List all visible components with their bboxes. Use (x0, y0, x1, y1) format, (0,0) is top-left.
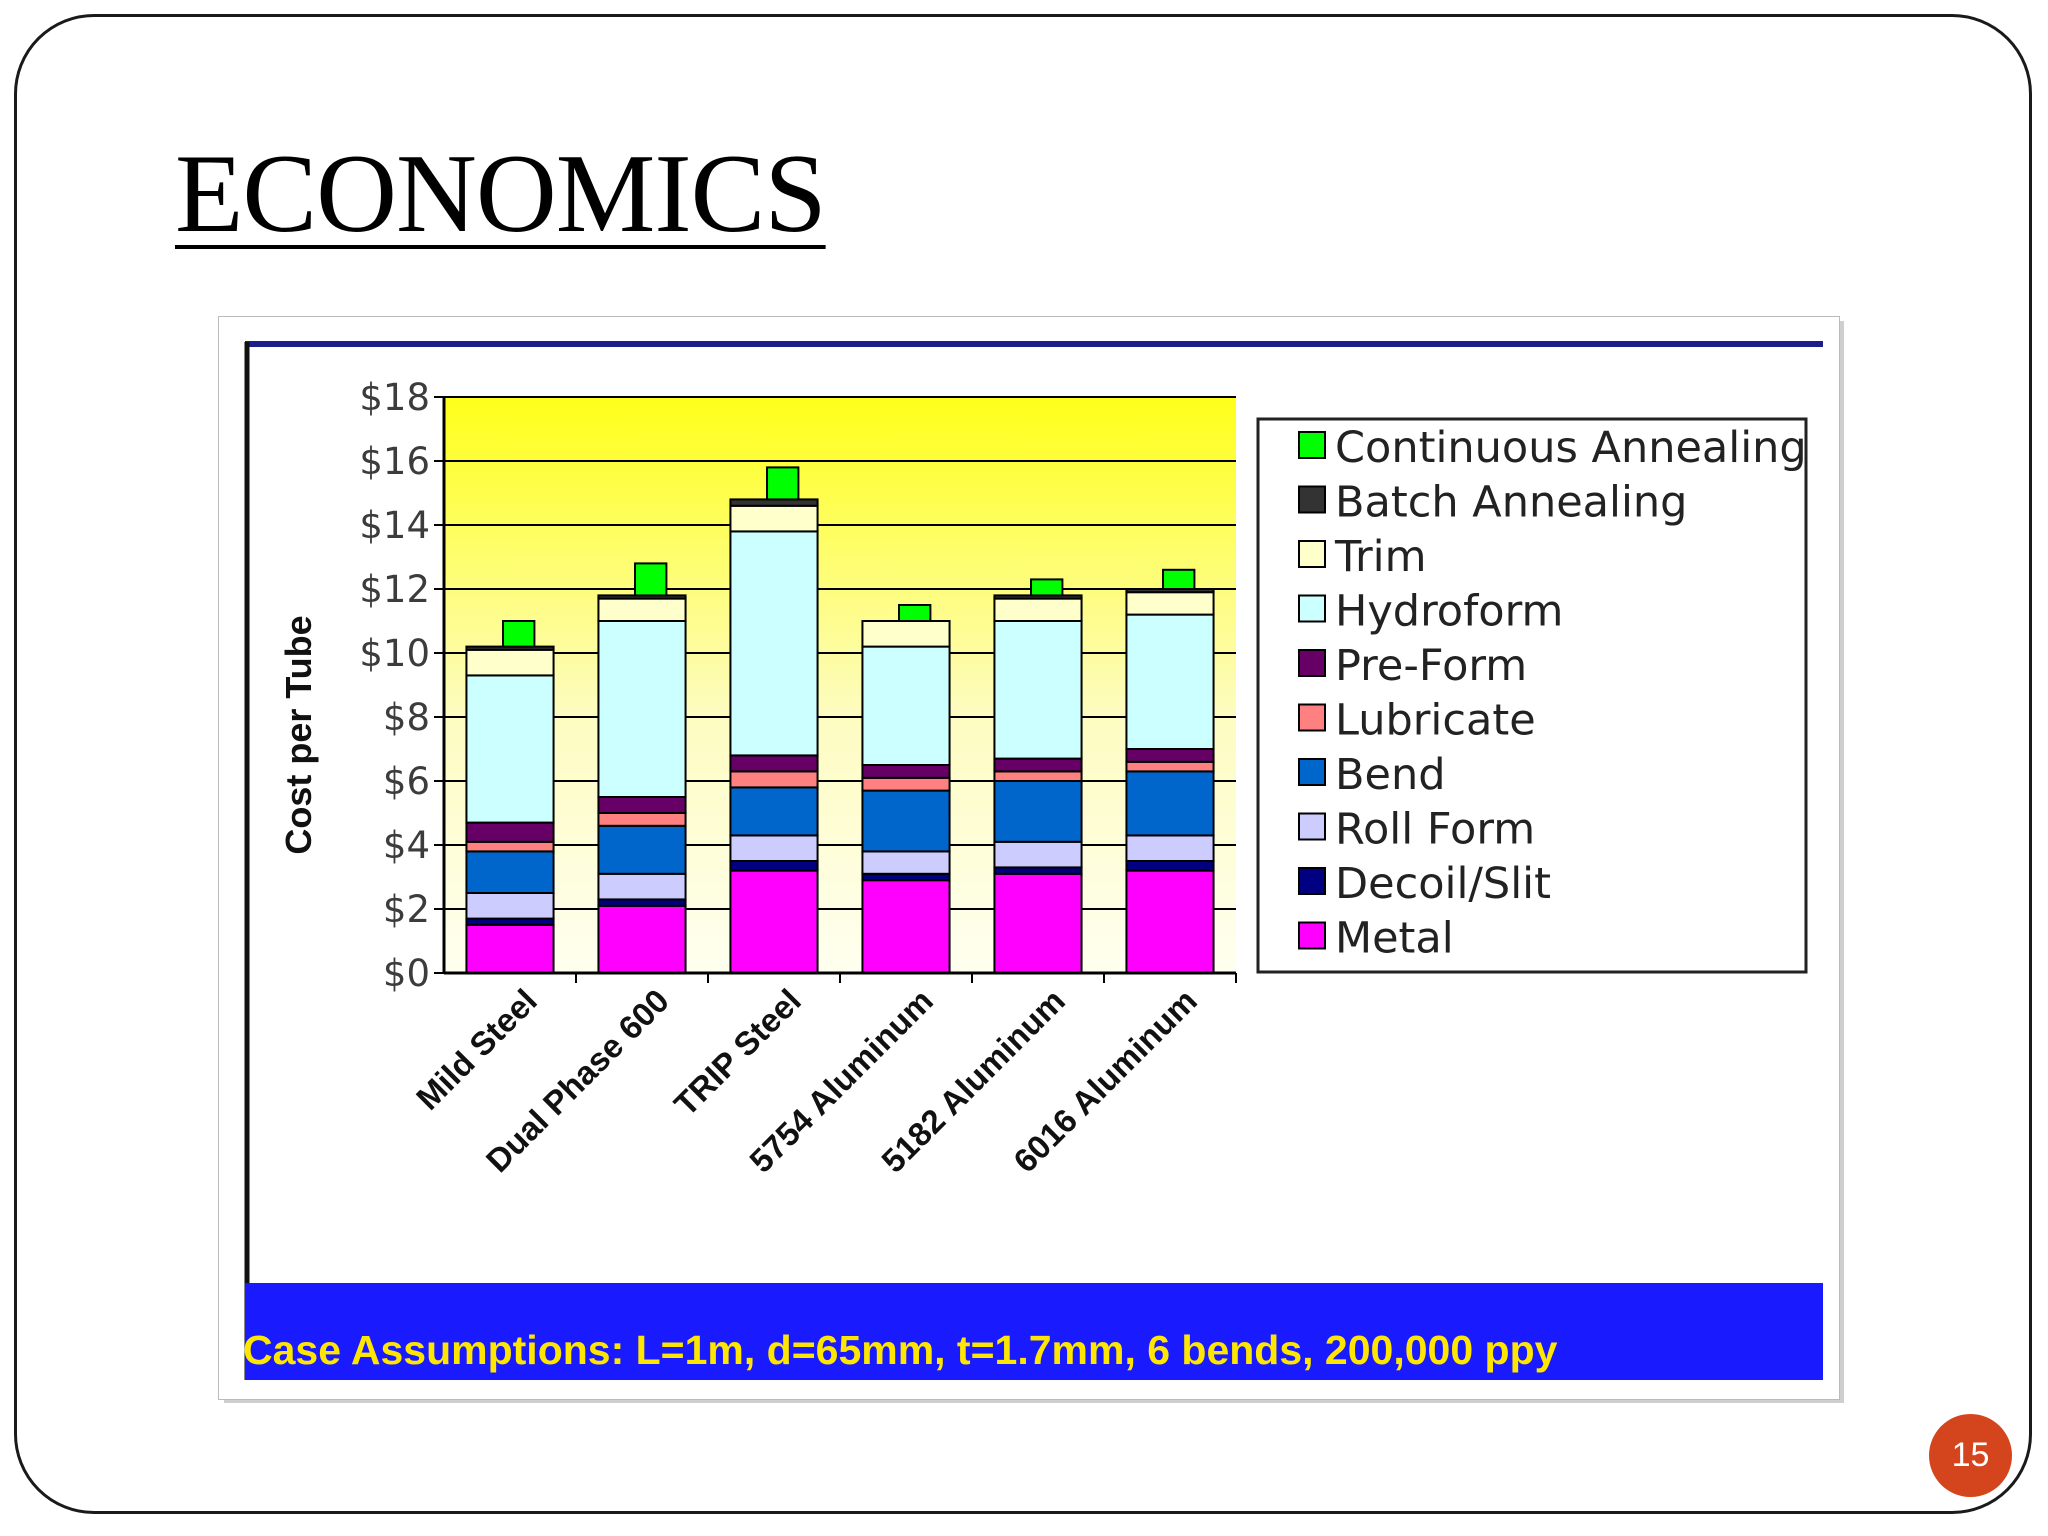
bar-segment (1125, 613, 1215, 750)
slide-title: ECONOMICS (175, 132, 827, 256)
chart-svg: Case Assumptions: L=1m, d=65mm, t=1.7mm,… (243, 341, 1823, 1380)
bar-segment (1125, 770, 1215, 837)
bar-segment (729, 504, 819, 533)
bar-segment (861, 850, 951, 875)
bar-segment (729, 869, 819, 974)
footer-band (245, 1283, 1823, 1380)
bar-segment (597, 812, 687, 827)
bar-segment (465, 821, 555, 843)
bar-segment (502, 620, 536, 648)
grid-lines (444, 396, 1236, 910)
bar-segment (1162, 568, 1196, 591)
bar-segment (766, 466, 800, 501)
y-axis-label: Cost per Tube (278, 615, 319, 854)
bar-segment (861, 776, 951, 792)
bar-segment (993, 620, 1083, 760)
bar-segment (729, 860, 819, 872)
bar-segment (1030, 578, 1064, 597)
legend-entry: Roll Form (1335, 805, 1535, 855)
legend-swatch (1298, 649, 1326, 677)
y-axis: $0 $2 $4 $6 $8 $10 $12 $14 $16 $18 (359, 376, 446, 995)
bar-segment (465, 892, 555, 920)
bar-segment (465, 924, 555, 974)
legend-swatch (1298, 812, 1326, 841)
y-tick-label: $10 (359, 632, 430, 675)
y-tick-label: $0 (383, 952, 430, 995)
bar-segment (1125, 834, 1215, 863)
bar-segment (729, 834, 819, 863)
bar-segment (861, 789, 951, 853)
legend-entry: Metal (1335, 914, 1454, 964)
bar-segment (729, 530, 819, 757)
legend-swatch (1298, 540, 1326, 568)
legend-swatch (1298, 758, 1326, 786)
bar-segment (729, 770, 819, 789)
bar-segment (465, 648, 555, 677)
bar-segment (993, 872, 1083, 974)
bar-segment (993, 757, 1083, 773)
legend-entry: Trim (1334, 532, 1426, 582)
legend-swatch (1298, 594, 1326, 623)
bar-segment (861, 879, 951, 975)
bar-segment (634, 562, 668, 597)
bars (465, 466, 1215, 975)
bar-segment (861, 620, 951, 648)
legend-swatch (1298, 485, 1326, 514)
bar-segment (1125, 760, 1215, 773)
bar-segment (597, 904, 687, 974)
legend-entry: Bend (1335, 750, 1446, 800)
legend-swatch (1298, 431, 1326, 459)
y-tick-label: $8 (383, 696, 430, 739)
bar-segment (898, 604, 932, 622)
y-tick-label: $2 (383, 888, 430, 931)
footer-text: Case Assumptions: L=1m, d=65mm, t=1.7mm,… (243, 1327, 1558, 1373)
plot-area (444, 397, 1236, 973)
y-tick-label: $4 (383, 824, 430, 867)
bar-segment (465, 674, 555, 824)
legend-box (1256, 417, 1808, 974)
bar-segment (993, 780, 1083, 843)
bar-segment (465, 840, 555, 853)
bar-segment (1125, 591, 1215, 616)
bar-segment (861, 645, 951, 767)
bar-segment (1125, 860, 1215, 872)
bar-segment (465, 850, 555, 895)
y-tick-label: $12 (359, 568, 430, 611)
bar-segment (597, 824, 687, 875)
bar-segment (597, 872, 687, 901)
bar-segment (993, 597, 1083, 623)
bar-segment (729, 786, 819, 837)
legend-swatch (1298, 703, 1326, 732)
chart-card: Case Assumptions: L=1m, d=65mm, t=1.7mm,… (218, 316, 1840, 1400)
bar-segment (597, 620, 687, 798)
legend-swatch (1298, 921, 1326, 950)
y-tick-label: $6 (383, 760, 430, 803)
bar-segment (993, 770, 1083, 782)
y-tick-label: $16 (359, 440, 430, 483)
legend-entry: Pre-Form (1335, 641, 1527, 691)
y-tick-label: $14 (359, 504, 430, 547)
legend-entry: Lubricate (1335, 696, 1536, 746)
bar-segment (597, 597, 687, 623)
legend-entry: Decoil/Slit (1335, 859, 1551, 909)
bar-segment (597, 796, 687, 814)
legend-entry: Hydroform (1335, 587, 1563, 637)
bar-segment (861, 764, 951, 779)
legend-entry: Batch Annealing (1335, 478, 1687, 528)
bar-segment (1125, 869, 1215, 974)
bar-segment (1125, 748, 1215, 763)
bar-segment (729, 754, 819, 773)
y-tick-label: $18 (359, 376, 430, 419)
page-number-badge: 15 (1929, 1414, 2012, 1497)
legend-swatch (1298, 867, 1326, 895)
legend-entry: Continuous Annealing (1335, 423, 1807, 473)
bar-segment (993, 840, 1083, 869)
